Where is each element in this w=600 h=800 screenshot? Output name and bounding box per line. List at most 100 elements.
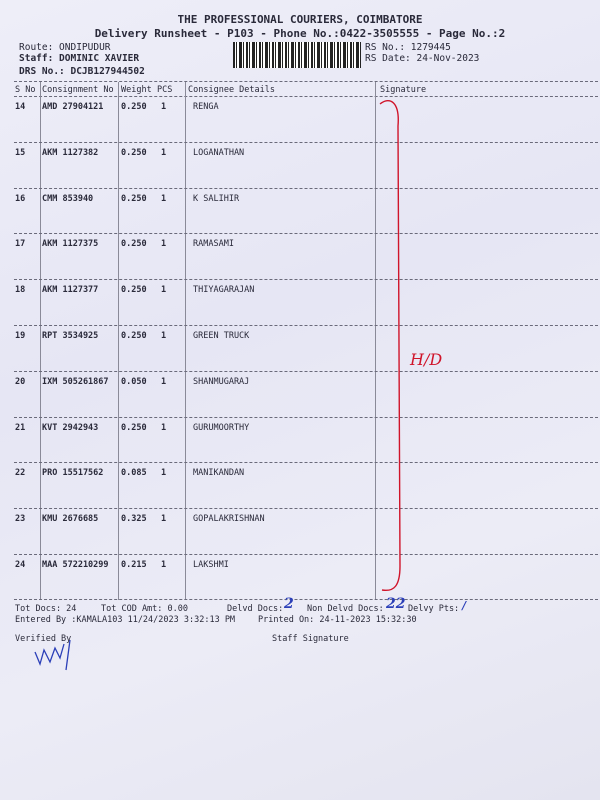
row-consignee: GURUMOORTHY	[193, 422, 250, 433]
row-consignment: CMM 853940	[42, 193, 94, 204]
row-consignee: THIYAGARAJAN	[193, 285, 255, 296]
row-weight: 0.250	[121, 331, 147, 341]
row-weight: 0.250	[121, 285, 147, 296]
row-weight: 0.250	[121, 422, 147, 433]
row-consignment: AKM 1127377	[42, 285, 99, 296]
row-divider	[14, 416, 598, 418]
delvy-pts-label: Delvy Pts:	[408, 604, 460, 614]
row-divider	[14, 187, 598, 189]
row-pcs: 1	[161, 468, 167, 479]
row-consignee: RAMASAMI	[193, 239, 234, 250]
row-weight: 0.250	[121, 147, 147, 158]
signature-note: H/D	[410, 350, 443, 369]
divider	[14, 81, 598, 82]
tot-cod: Tot COD Amt: 0.00	[101, 604, 188, 614]
row-sno: 24	[15, 560, 26, 570]
runsheet-subtitle: Delivery Runsheet - P103 - Phone No.:042…	[94, 27, 506, 40]
row-consignee: LOGANATHAN	[193, 147, 245, 158]
row-divider	[14, 508, 598, 510]
row-consignee: LAKSHMI	[193, 560, 229, 570]
col-pcs: PCS	[157, 85, 173, 95]
company-title: THE PROFESSIONAL COURIERS, COIMBATORE	[177, 13, 423, 26]
rs-no: RS No.: 1279445	[365, 42, 451, 53]
row-consignment: IXM 505261867	[42, 376, 109, 387]
column-rule	[185, 82, 186, 600]
route: Route: ONDIPUDUR	[19, 42, 111, 53]
non-delvd-docs-value: 22	[386, 596, 406, 612]
row-pcs: 1	[161, 239, 167, 250]
row-pcs: 1	[161, 422, 167, 433]
row-consignee: SHANMUGARAJ	[193, 376, 250, 387]
row-weight: 0.325	[121, 514, 147, 525]
row-consignment: AKM 1127375	[42, 239, 99, 250]
row-sno: 18	[15, 285, 26, 296]
col-signature: Signature	[380, 85, 427, 95]
row-pcs: 1	[161, 147, 167, 158]
row-consignee: GOPALAKRISHNAN	[193, 514, 265, 525]
column-rule	[118, 82, 119, 600]
row-sno: 20	[15, 376, 26, 387]
row-consignment: AMD 27904121	[42, 102, 104, 112]
divider	[14, 96, 598, 97]
verified-by-label: Verified By	[15, 634, 72, 644]
entered-by: Entered By :KAMALA103 11/24/2023 3:32:13…	[15, 615, 236, 625]
row-divider	[14, 370, 598, 372]
staff-signature-label: Staff Signature	[272, 634, 349, 644]
col-consignee: Consignee Details	[188, 85, 275, 95]
rs-date: RS Date: 24-Nov-2023	[365, 53, 480, 64]
barcode	[233, 42, 361, 68]
row-consignment: KVT 2942943	[42, 422, 99, 433]
col-weight: Weight	[121, 85, 152, 95]
signature-bracket-mark	[379, 99, 401, 592]
row-consignment: AKM 1127382	[42, 147, 99, 158]
row-weight: 0.250	[121, 102, 147, 112]
row-consignment: KMU 2676685	[42, 514, 99, 525]
col-consignment: Consignment No	[42, 85, 114, 95]
row-divider	[14, 325, 598, 326]
column-rule	[40, 82, 41, 600]
row-weight: 0.215	[121, 560, 147, 570]
row-sno: 23	[15, 514, 26, 525]
row-divider	[14, 279, 598, 281]
row-divider	[14, 554, 598, 555]
row-weight: 0.085	[121, 468, 147, 479]
row-consignee: RENGA	[193, 102, 219, 112]
tot-docs: Tot Docs: 24	[15, 604, 77, 614]
row-sno: 14	[15, 102, 26, 112]
row-pcs: 1	[161, 376, 167, 387]
divider	[14, 599, 598, 600]
row-pcs: 1	[161, 102, 167, 112]
printed-on: Printed On: 24-11-2023 15:32:30	[258, 615, 417, 625]
row-divider	[14, 141, 598, 143]
delvy-pts-value: /	[462, 599, 467, 612]
verifier-initials-signature	[34, 640, 71, 671]
column-rule	[375, 82, 376, 600]
row-sno: 22	[15, 468, 26, 479]
col-sno: S No	[15, 85, 36, 95]
row-pcs: 1	[161, 331, 167, 341]
row-consignee: GREEN TRUCK	[193, 331, 250, 341]
non-delvd-docs-label: Non Delvd Docs:	[307, 604, 384, 614]
row-pcs: 1	[161, 285, 167, 296]
delvd-docs-value: 2	[284, 596, 294, 612]
staff: Staff: DOMINIC XAVIER	[19, 53, 140, 64]
row-consignment: MAA 572210299	[42, 560, 109, 570]
row-pcs: 1	[161, 560, 167, 570]
row-divider	[14, 233, 598, 235]
row-sno: 17	[15, 239, 26, 250]
delvd-docs-label: Delvd Docs:	[227, 604, 284, 614]
row-weight: 0.250	[121, 239, 147, 250]
row-sno: 15	[15, 147, 26, 158]
row-pcs: 1	[161, 514, 167, 525]
row-consignment: RPT 3534925	[42, 331, 99, 341]
row-pcs: 1	[161, 193, 167, 204]
row-consignee: K SALIHIR	[193, 193, 240, 204]
row-sno: 19	[15, 331, 26, 341]
row-sno: 16	[15, 193, 26, 204]
row-divider	[14, 462, 598, 464]
row-consignee: MANIKANDAN	[193, 468, 245, 479]
row-weight: 0.250	[121, 193, 147, 204]
drs-no: DRS No.: DCJB127944502	[19, 66, 145, 77]
row-weight: 0.050	[121, 376, 147, 387]
row-consignment: PRO 15517562	[42, 468, 104, 479]
